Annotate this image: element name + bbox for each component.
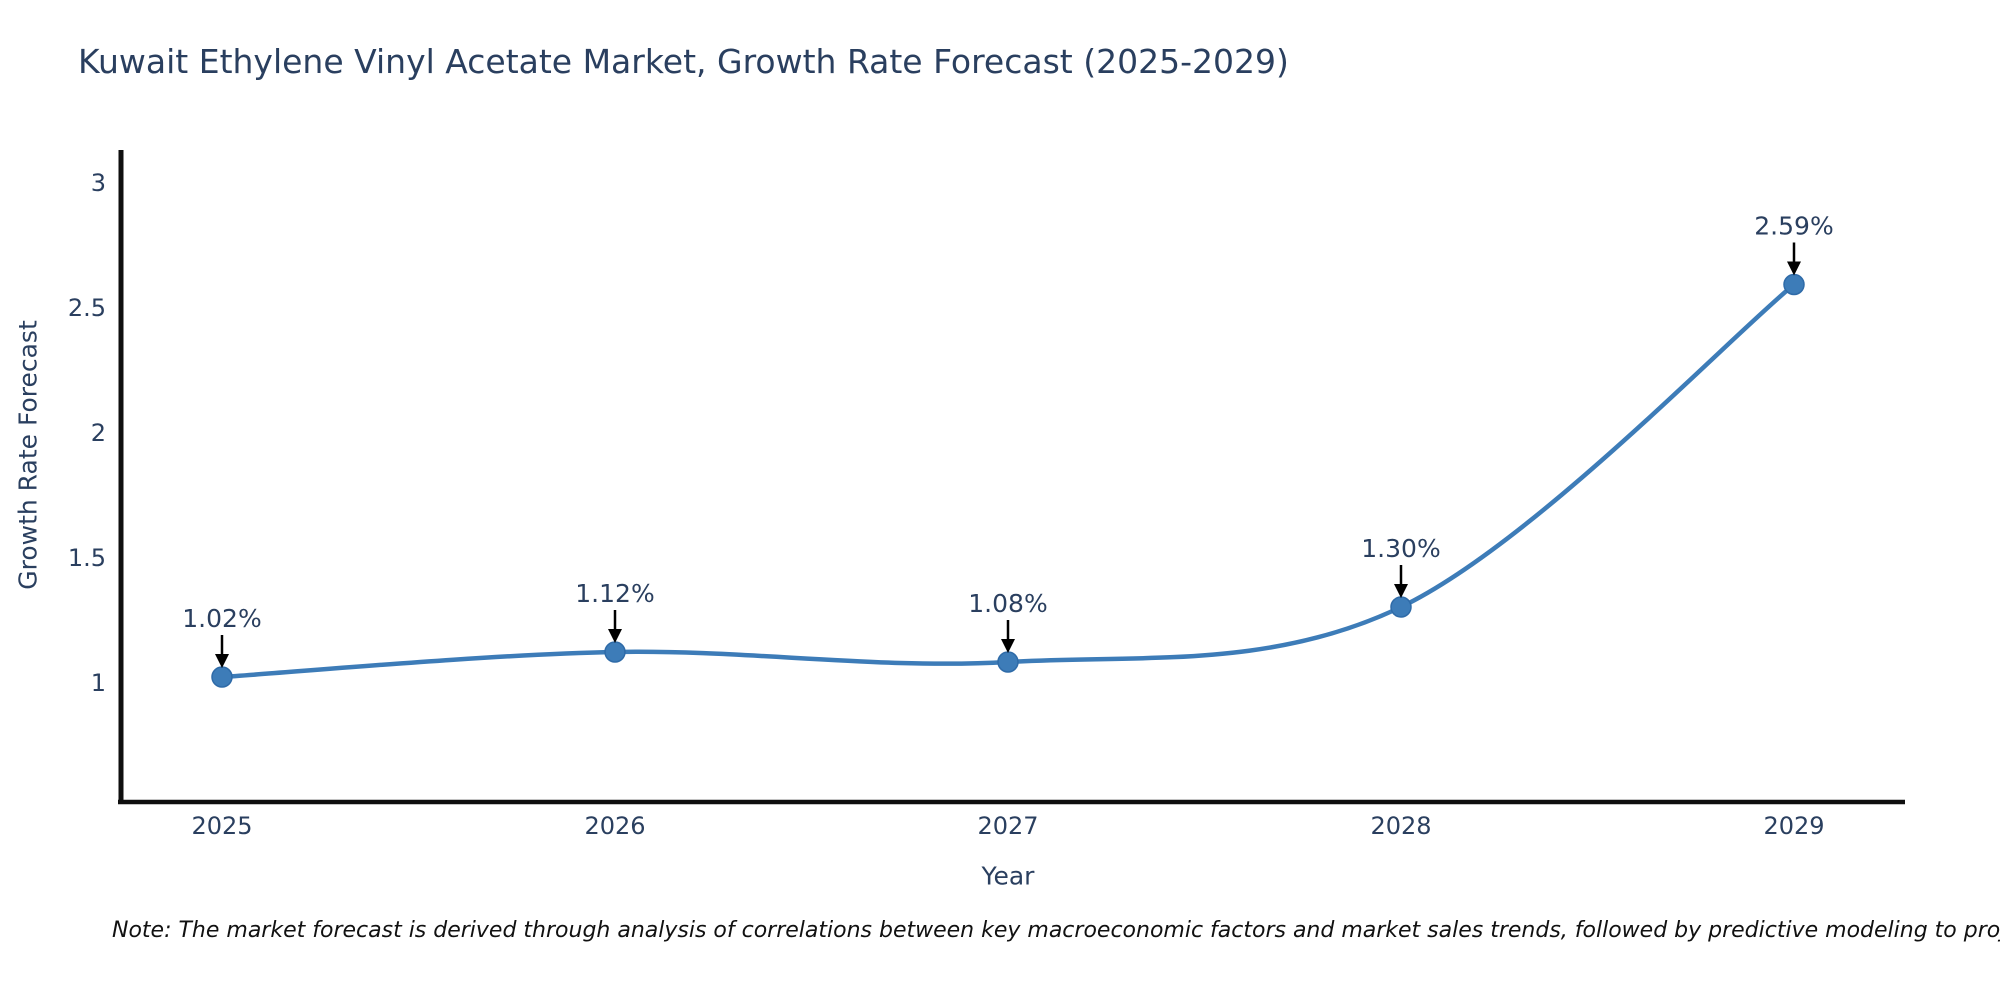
data-point-marker bbox=[997, 651, 1019, 673]
x-tick-label: 2029 bbox=[1763, 812, 1824, 840]
chart-title: Kuwait Ethylene Vinyl Acetate Market, Gr… bbox=[78, 42, 1289, 81]
data-point-marker bbox=[1783, 273, 1805, 296]
y-axis-title: Growth Rate Forecast bbox=[13, 320, 43, 590]
data-point-label: 1.08% bbox=[968, 589, 1047, 618]
x-tick-label: 2025 bbox=[191, 812, 252, 840]
annotation-arrowhead bbox=[1787, 261, 1801, 276]
y-tick-label: 3 bbox=[91, 169, 106, 197]
data-point-marker bbox=[211, 666, 233, 688]
annotation-arrowhead bbox=[608, 629, 622, 643]
x-tick-label: 2026 bbox=[584, 812, 645, 840]
data-point-marker bbox=[1390, 596, 1412, 618]
y-tick-label: 2 bbox=[91, 419, 106, 447]
y-tick-label: 1.5 bbox=[68, 544, 106, 572]
x-tick-label: 2027 bbox=[977, 812, 1038, 840]
x-tick-label: 2028 bbox=[1370, 812, 1431, 840]
y-tick-label: 1 bbox=[91, 669, 106, 697]
y-tick-label: 2.5 bbox=[68, 294, 106, 322]
data-point-label: 1.02% bbox=[182, 604, 261, 633]
data-point-label: 1.12% bbox=[575, 579, 654, 608]
data-point-marker bbox=[604, 641, 626, 663]
annotation-arrowhead bbox=[215, 654, 229, 668]
chart-note: Note: The market forecast is derived thr… bbox=[112, 918, 2000, 943]
data-point-label: 2.59% bbox=[1754, 212, 1833, 241]
forecast-line-series bbox=[219, 282, 1797, 680]
annotation-arrowhead bbox=[1394, 584, 1408, 598]
data-point-label: 1.30% bbox=[1361, 534, 1440, 563]
annotation-arrowhead bbox=[1001, 639, 1015, 653]
x-axis-title: Year bbox=[981, 861, 1035, 891]
